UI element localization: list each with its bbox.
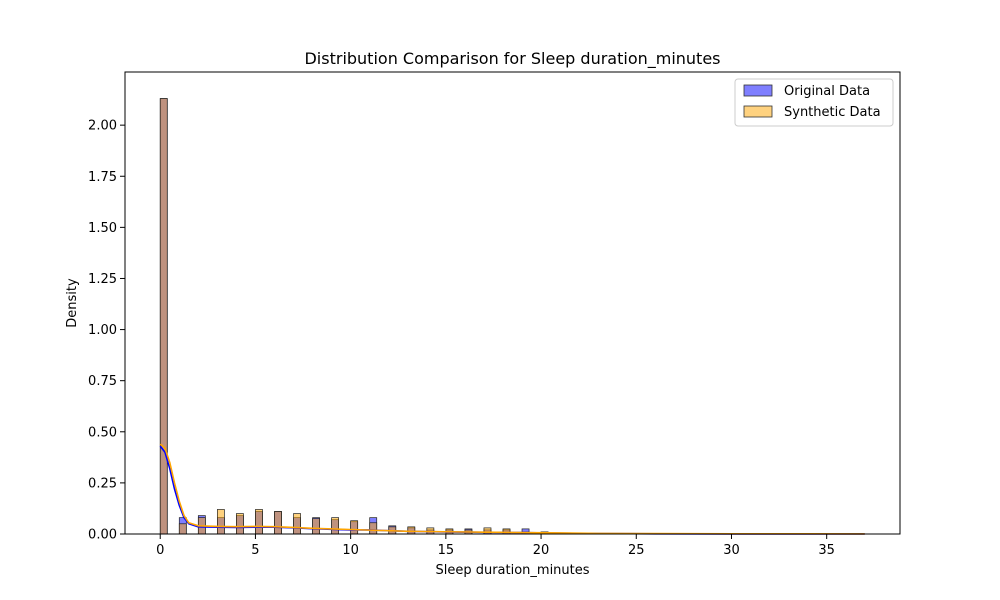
chart-title: Distribution Comparison for Sleep durati… — [304, 49, 720, 69]
x-tick-label: 30 — [723, 543, 740, 558]
x-tick-label: 5 — [251, 543, 259, 558]
y-tick-label: 0.00 — [88, 528, 117, 543]
y-tick-label: 0.25 — [88, 476, 117, 491]
histogram-bar-synthetic — [255, 509, 263, 535]
histogram-bar-synthetic — [369, 522, 378, 535]
y-tick-label: 1.50 — [88, 221, 117, 236]
histogram-bar-synthetic — [331, 517, 340, 535]
kde-line-synthetic — [159, 443, 865, 535]
legend-swatch-original — [743, 84, 773, 97]
plot-frame — [124, 71, 901, 535]
histogram-bar-synthetic — [236, 513, 244, 535]
y-tick-label: 0.75 — [88, 374, 117, 389]
legend: Original Data Synthetic Data — [734, 78, 894, 127]
legend-swatch-synthetic — [743, 105, 773, 118]
histogram-bar-synthetic — [407, 526, 416, 535]
plot-area — [124, 71, 901, 535]
y-tick-label: 2.00 — [88, 119, 117, 134]
histogram-bar-synthetic — [274, 511, 282, 535]
x-tick-label: 0 — [156, 543, 164, 558]
y-tick-label: 1.00 — [88, 323, 117, 338]
histogram-bar-synthetic — [350, 520, 359, 535]
x-tick-label: 25 — [628, 543, 645, 558]
histogram-bar-synthetic — [312, 518, 320, 535]
histogram-bar-synthetic — [293, 513, 301, 535]
y-tick-label: 1.25 — [88, 272, 117, 287]
y-axis-label: Density — [65, 278, 80, 328]
kde-layer — [159, 443, 865, 535]
x-tick-label: 35 — [818, 543, 835, 558]
y-tick-label: 0.50 — [88, 425, 117, 440]
x-axis: 0 5 10 15 20 25 30 35 — [156, 534, 835, 558]
x-tick-label: 20 — [533, 543, 550, 558]
y-axis: 0.00 0.25 0.50 0.75 1.00 1.25 1.50 1.75 2.00 — [88, 119, 125, 543]
histogram-bar-synthetic — [178, 523, 187, 535]
y-tick-label: 1.75 — [88, 170, 117, 185]
histogram-bar-synthetic — [159, 98, 168, 535]
legend-box — [734, 78, 894, 127]
histogram-bar-synthetic — [217, 509, 225, 535]
legend-label-original: Original Data — [784, 84, 870, 99]
x-tick-label: 15 — [438, 543, 455, 558]
x-axis-label: Sleep duration_minutes — [435, 563, 589, 578]
x-tick-label: 10 — [342, 543, 359, 558]
legend-label-synthetic: Synthetic Data — [784, 105, 881, 120]
